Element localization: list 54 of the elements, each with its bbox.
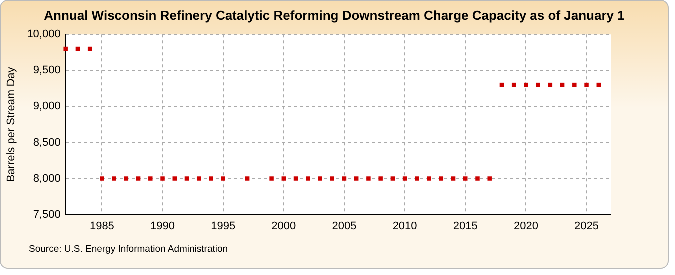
source-note: Source: U.S. Energy Information Administration xyxy=(29,244,228,255)
point xyxy=(124,176,129,181)
x-tick-label: 2025 xyxy=(574,220,600,232)
x-tick-label: 1990 xyxy=(150,220,176,232)
point xyxy=(160,176,165,181)
point xyxy=(584,82,589,88)
x-tick-label: 2010 xyxy=(392,220,418,232)
point xyxy=(390,176,396,181)
point xyxy=(221,176,226,181)
point xyxy=(196,176,202,181)
chart-title: Annual Wisconsin Refinery Catalytic Reforming Downstream Charge Capacity as of January 1 xyxy=(43,8,626,23)
point xyxy=(366,176,371,181)
point xyxy=(402,176,408,181)
point xyxy=(464,176,468,181)
y-axis-title: Barrels per Stream Day xyxy=(6,66,18,182)
point xyxy=(136,176,141,181)
point xyxy=(378,176,383,181)
point xyxy=(172,176,177,181)
point xyxy=(64,46,68,52)
x-tick-label: 1995 xyxy=(211,220,236,232)
x-tick-label: 1985 xyxy=(90,220,114,232)
point xyxy=(318,176,322,181)
point xyxy=(184,176,190,181)
y-tick-label: 9,000 xyxy=(33,100,61,113)
y-tick-label: 8,000 xyxy=(33,172,61,185)
point xyxy=(415,176,420,181)
point xyxy=(427,176,432,181)
point xyxy=(354,176,359,181)
point xyxy=(112,176,116,181)
point xyxy=(439,176,444,181)
point xyxy=(100,176,104,181)
x-tick-label: 2005 xyxy=(332,220,357,232)
point xyxy=(282,176,286,181)
point xyxy=(536,82,540,88)
y-tick-label: 9,500 xyxy=(33,64,61,77)
point xyxy=(488,176,492,181)
point xyxy=(306,176,310,181)
point xyxy=(148,176,153,181)
y-tick-label: 8,500 xyxy=(33,136,61,149)
point xyxy=(294,176,298,181)
point xyxy=(524,82,528,88)
point xyxy=(342,176,347,181)
x-tick-label: 2000 xyxy=(272,220,296,232)
x-tick-label: 2015 xyxy=(453,220,478,232)
point xyxy=(476,176,480,181)
y-tick-label: 7,500 xyxy=(33,208,61,221)
y-tick-label: 10,000 xyxy=(27,28,61,41)
point xyxy=(209,176,214,181)
x-tick-label: 2020 xyxy=(514,220,538,232)
point xyxy=(572,82,577,88)
point xyxy=(245,176,250,181)
point xyxy=(270,176,274,181)
point xyxy=(451,176,456,181)
point xyxy=(330,176,334,181)
